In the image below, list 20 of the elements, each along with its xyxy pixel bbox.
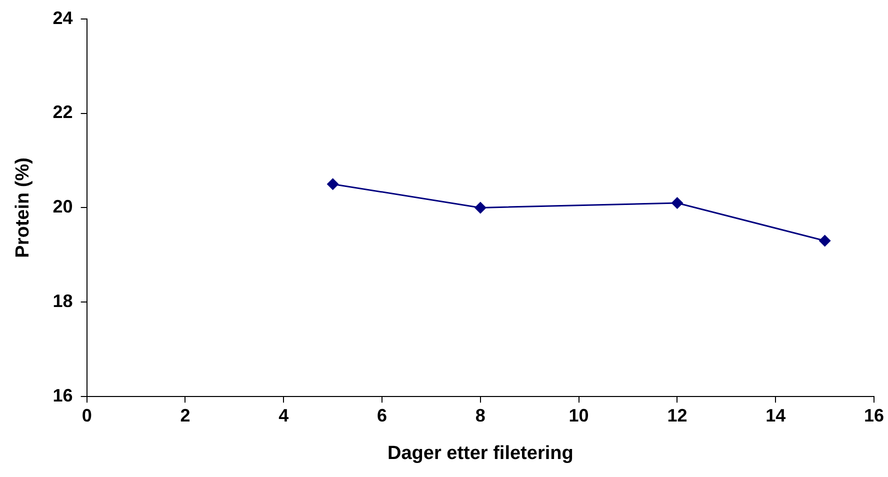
x-tick-label: 0 (82, 405, 92, 426)
y-tick-label: 18 (52, 291, 73, 312)
x-tick-label: 8 (475, 405, 486, 426)
y-tick-label: 22 (52, 102, 73, 122)
y-tick-label: 24 (52, 8, 73, 28)
x-tick-label: 14 (766, 405, 786, 426)
x-tick-label: 16 (864, 405, 884, 426)
x-tick-label: 10 (568, 405, 589, 426)
x-tick-label: 6 (377, 405, 388, 426)
x-tick-label: 2 (180, 405, 190, 426)
x-axis-title: Dager etter filetering (387, 442, 574, 464)
point (671, 196, 684, 209)
y-tick-label: 20 (52, 196, 73, 217)
point (474, 202, 486, 214)
y-tick-label: 16 (52, 386, 73, 406)
point (818, 234, 831, 247)
y-axis-title: Protein (%) (12, 158, 34, 258)
x-tick-label: 12 (667, 405, 688, 426)
x-tick-label: 4 (278, 405, 289, 426)
point (326, 178, 339, 190)
